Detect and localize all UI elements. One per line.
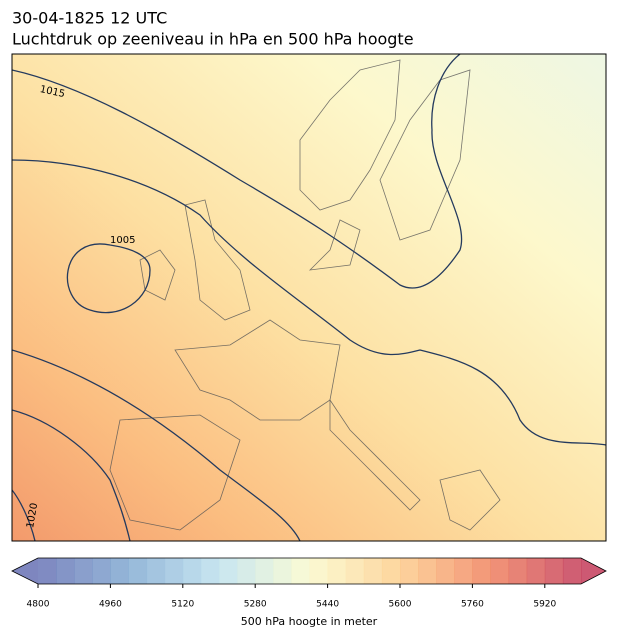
colorbar-tick-label: 5440: [316, 600, 339, 610]
title: 30-04-1825 12 UTC: [12, 9, 167, 28]
colorbar-segment: [38, 558, 57, 584]
colorbar-segment: [508, 558, 528, 584]
colorbar-segment: [381, 558, 401, 584]
colorbar-tick-label: 4800: [27, 600, 50, 610]
colorbar-segment: [74, 558, 93, 584]
colorbar-segment: [490, 558, 510, 584]
map-frame: [11, 53, 607, 542]
colorbar-segment: [237, 558, 256, 584]
colorbar-segment: [544, 558, 564, 584]
colorbar-segment: [291, 558, 310, 584]
colorbar-tick-label: 5920: [533, 600, 556, 610]
colorbar-tick-label: 5760: [461, 600, 484, 610]
subtitle: Luchtdruk op zeeniveau in hPa en 500 hPa…: [12, 30, 414, 49]
colorbar-label: 500 hPa hoogte in meter: [241, 615, 378, 628]
colorbar-segment: [472, 558, 491, 584]
colorbar-segment: [128, 558, 148, 584]
colorbar-segment: [273, 558, 292, 584]
colorbar-segment: [454, 558, 473, 584]
height-field: [12, 54, 606, 541]
colorbar-extend: [581, 558, 606, 584]
colorbar-tick-label: 5600: [389, 600, 412, 610]
colorbar-segment: [56, 558, 75, 584]
colorbar-segment: [309, 558, 329, 584]
colorbar-segment: [146, 558, 166, 584]
colorbar-segment: [400, 558, 419, 584]
isobar-label: 1015: [39, 84, 66, 100]
colorbar-segment: [182, 558, 202, 584]
colorbar-segment: [436, 558, 455, 584]
colorbar-tick-label: 4960: [99, 600, 122, 610]
colorbar-segment: [110, 558, 129, 584]
colorbar-segment: [327, 558, 347, 584]
colorbar-tick-label: 5280: [244, 600, 267, 610]
colorbar-segment: [255, 558, 274, 584]
colorbar-extend: [12, 558, 38, 584]
coastlines: [109, 59, 501, 531]
colorbar-segment: [219, 558, 238, 584]
colorbar-segment: [418, 558, 437, 584]
colorbar-segment: [562, 558, 582, 584]
colorbar-segment: [200, 558, 220, 584]
isobars: [12, 54, 606, 541]
colorbar-segment: [164, 558, 184, 584]
colorbar-segment: [345, 558, 365, 584]
colorbar-tick-label: 5120: [171, 600, 194, 610]
isobar-label: 1020: [25, 502, 40, 529]
colorbar-segment: [363, 558, 383, 584]
colorbar-segment: [92, 558, 111, 584]
colorbar: 4800 4960 5120 5280 5440 5600 5760 5920: [11, 557, 607, 610]
colorbar-segment: [526, 558, 546, 584]
map: 1015 1005 1020: [12, 54, 606, 541]
isobar-label: 1005: [110, 235, 135, 246]
